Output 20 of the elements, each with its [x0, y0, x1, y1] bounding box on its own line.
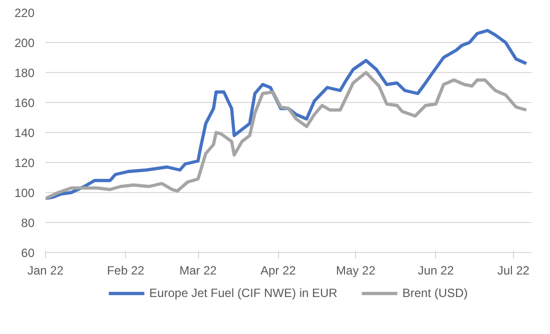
x-tick-label: Feb 22 [106, 264, 145, 278]
legend-label: Europe Jet Fuel (CIF NWE) in EUR [149, 286, 338, 300]
x-tick-label: Jun 22 [418, 264, 454, 278]
line-series [46, 28, 528, 200]
x-tick-label: Jan 22 [27, 264, 64, 278]
x-tick-label: Apr 22 [260, 264, 296, 278]
y-tick-label: 120 [14, 156, 35, 170]
y-tick-label: 220 [14, 6, 35, 20]
y-tick-label: 100 [14, 186, 35, 200]
legend-label: Brent (USD) [402, 286, 468, 300]
line-series [46, 70, 528, 200]
y-tick-label: 200 [14, 36, 35, 50]
y-tick-label: 160 [14, 96, 35, 110]
x-tick-label: Jul 22 [497, 264, 530, 278]
x-tick-label: May 22 [336, 264, 376, 278]
y-tick-label: 80 [21, 216, 35, 230]
y-tick-label: 60 [21, 246, 35, 260]
y-tick-label: 180 [14, 66, 35, 80]
y-tick-label: 140 [14, 126, 35, 140]
x-tick-label: Mar 22 [179, 264, 218, 278]
